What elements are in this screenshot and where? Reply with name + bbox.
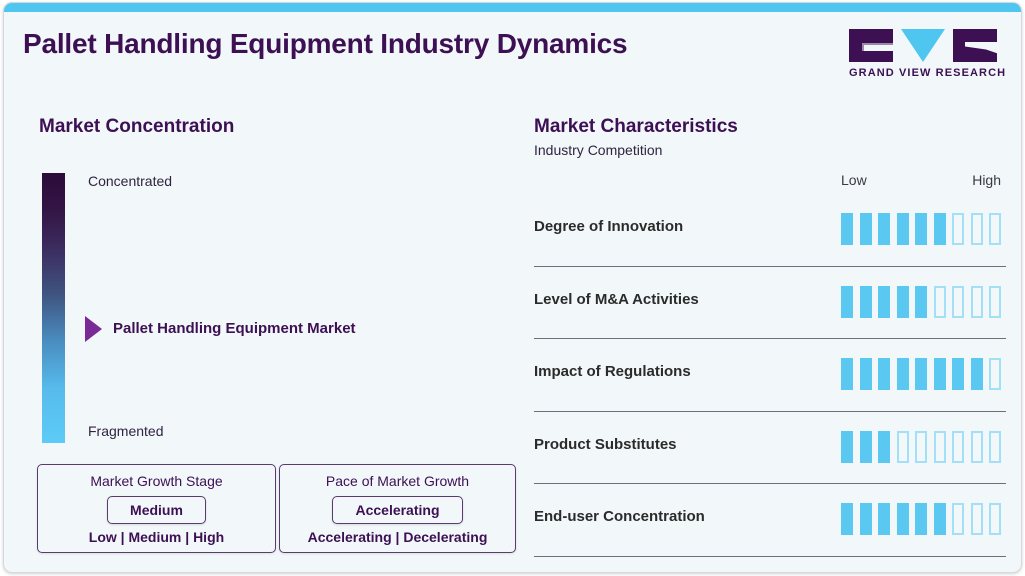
rating-bar-empty — [915, 430, 927, 463]
header: Pallet Handling Equipment Industry Dynam… — [4, 12, 1021, 90]
characteristic-row: Degree of Innovation — [534, 194, 1006, 267]
pace-of-market-growth-options: Accelerating | Decelerating — [307, 529, 488, 545]
market-growth-stage-heading: Market Growth Stage — [90, 473, 223, 489]
logo-marks — [849, 29, 997, 64]
pace-of-market-growth-heading: Pace of Market Growth — [325, 473, 470, 489]
pace-of-market-growth-box: Pace of Market Growth Accelerating Accel… — [279, 464, 516, 553]
rating-bar-empty — [989, 503, 1001, 535]
rating-bar-filled — [933, 213, 946, 245]
page-title: Pallet Handling Equipment Industry Dynam… — [23, 28, 628, 59]
characteristic-rating-bars — [841, 213, 1001, 245]
rating-bar-filled — [915, 213, 927, 245]
rating-bar-filled — [841, 503, 853, 535]
rating-bar-filled — [841, 430, 853, 463]
row-divider — [534, 265, 1006, 267]
rating-bar-empty — [952, 430, 964, 463]
pace-of-market-growth-value: Accelerating — [332, 496, 463, 524]
market-concentration-panel: Market Concentration Concentrated Fragme… — [4, 98, 516, 572]
grand-view-research-logo: GRAND VIEW RESEARCH — [849, 29, 1007, 84]
characteristic-rating-bars — [841, 358, 1001, 390]
rating-bar-empty — [952, 503, 964, 535]
rating-bar-empty — [896, 430, 909, 463]
market-growth-stage-value: Medium — [107, 496, 206, 524]
rating-bar-empty — [952, 213, 964, 245]
rating-bar-filled — [970, 358, 983, 390]
characteristic-label: Impact of Regulations — [534, 363, 691, 380]
market-concentration-title: Market Concentration — [39, 116, 235, 137]
characteristic-row: Level of M&A Activities — [534, 267, 1006, 339]
market-position-marker-icon — [85, 316, 102, 342]
rating-bar-filled — [841, 358, 853, 390]
characteristic-row: Product Substitutes — [534, 412, 1006, 484]
characteristic-label: Level of M&A Activities — [534, 290, 699, 308]
rating-bar-empty — [989, 213, 1001, 245]
rating-bar-filled — [859, 285, 872, 318]
rating-bar-filled — [878, 285, 890, 318]
industry-competition-subtitle: Industry Competition — [534, 142, 663, 158]
rating-bar-filled — [933, 358, 946, 390]
rating-bar-empty — [970, 285, 983, 318]
rating-bar-filled — [841, 213, 853, 245]
infographic-card: Pallet Handling Equipment Industry Dynam… — [3, 2, 1022, 573]
characteristic-rating-bars — [841, 285, 1001, 318]
rating-bar-empty — [933, 430, 946, 463]
market-characteristics-panel: Market Characteristics Industry Competit… — [516, 98, 1021, 572]
rating-bar-filled — [841, 285, 853, 318]
rating-bar-filled — [896, 285, 909, 318]
logo-v-icon — [901, 29, 945, 62]
logo-text: GRAND VIEW RESEARCH — [849, 67, 1007, 79]
rating-bar-filled — [915, 503, 927, 535]
rating-bar-filled — [878, 503, 890, 535]
scale-label-high: High — [972, 172, 1001, 188]
rating-bar-empty — [933, 285, 946, 318]
row-divider — [534, 338, 1006, 339]
rating-bar-filled — [896, 213, 909, 245]
rating-bar-empty — [989, 430, 1001, 463]
scale-label-low: Low — [841, 172, 867, 188]
rating-bar-empty — [970, 503, 983, 535]
market-growth-stage-box: Market Growth Stage Medium Low | Medium … — [37, 464, 276, 553]
rating-bar-empty — [970, 213, 983, 245]
row-divider — [534, 555, 1006, 557]
row-divider — [534, 483, 1006, 484]
rating-bar-filled — [878, 358, 890, 390]
rating-bar-filled — [896, 358, 909, 390]
market-growth-stage-value-wrap: Medium — [38, 496, 275, 524]
rating-bar-filled — [915, 358, 927, 390]
scale-label-fragmented: Fragmented — [88, 423, 164, 439]
rating-bar-filled — [878, 213, 890, 245]
rating-bar-filled — [878, 430, 890, 463]
rating-bar-filled — [859, 358, 872, 390]
rating-bar-empty — [970, 430, 983, 463]
rating-bar-empty — [952, 285, 964, 318]
logo-r-icon — [953, 29, 997, 62]
rating-bar-filled — [859, 503, 872, 535]
rating-bar-filled — [859, 430, 872, 463]
top-accent-bar — [4, 3, 1021, 12]
rating-bar-empty — [989, 285, 1001, 318]
market-growth-stage-options: Low | Medium | High — [88, 529, 225, 545]
characteristic-label: Product Substitutes — [534, 435, 677, 453]
market-position-label: Pallet Handling Equipment Market — [113, 320, 356, 337]
characteristic-rating-bars — [841, 503, 1001, 535]
rating-bar-empty — [989, 358, 1001, 390]
concentration-gradient-scale — [42, 173, 65, 443]
rating-bar-filled — [952, 358, 964, 390]
rating-bar-filled — [933, 503, 946, 535]
pace-of-market-growth-value-wrap: Accelerating — [280, 496, 515, 524]
characteristic-label: Degree of Innovation — [534, 218, 684, 235]
characteristic-rating-bars — [841, 430, 1001, 463]
rating-bar-filled — [896, 503, 909, 535]
scale-header: Low High — [841, 172, 1001, 190]
logo-g-icon — [849, 29, 893, 62]
characteristic-row: End-user Concentration — [534, 484, 1006, 557]
market-characteristics-title: Market Characteristics — [534, 116, 738, 137]
scale-label-concentrated: Concentrated — [88, 173, 173, 189]
characteristic-label: End-user Concentration — [534, 508, 705, 525]
characteristic-row: Impact of Regulations — [534, 339, 1006, 412]
rating-bar-filled — [859, 213, 872, 245]
row-divider — [534, 410, 1006, 412]
rating-bar-filled — [915, 285, 927, 318]
